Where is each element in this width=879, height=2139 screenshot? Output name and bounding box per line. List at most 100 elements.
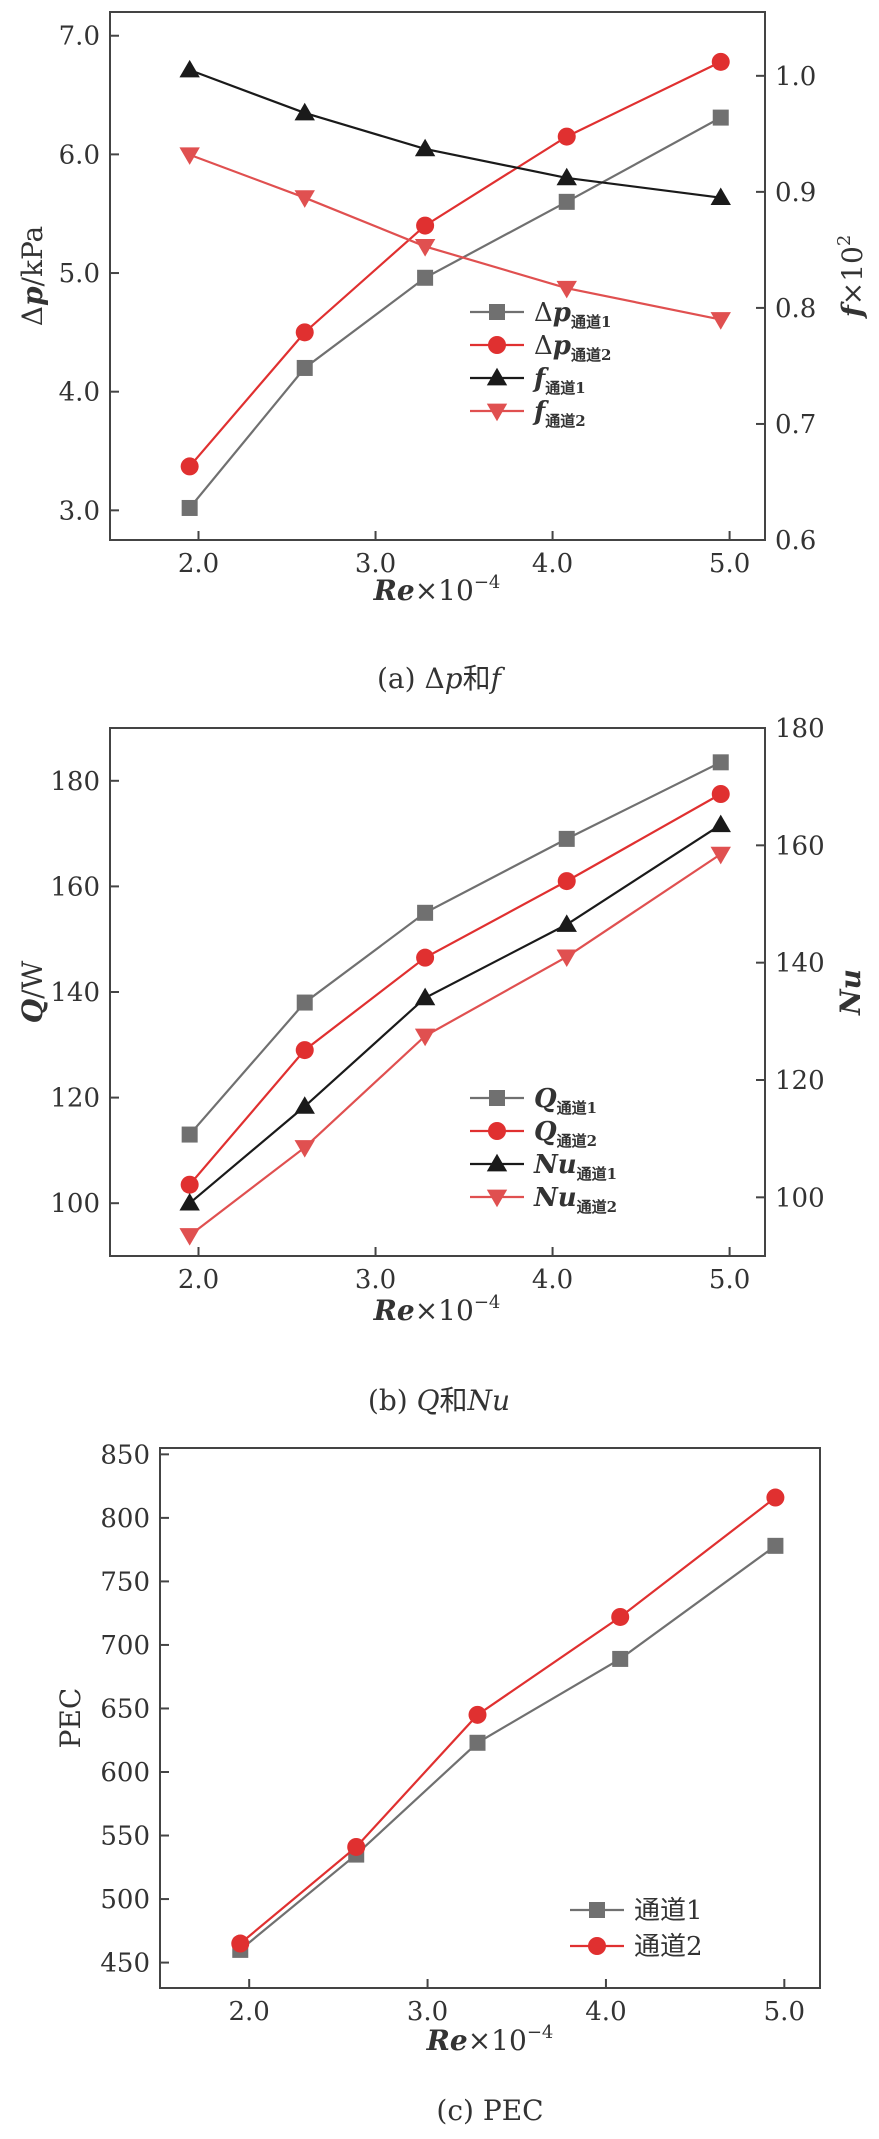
data-point <box>766 1488 785 1507</box>
legend-label: Δp通道2 <box>534 331 611 364</box>
data-point <box>179 1228 200 1246</box>
panel-c-series <box>231 1488 785 1958</box>
x-tick-label: 2.0 <box>229 1997 270 2027</box>
y-tick-label: 850 <box>100 1440 150 1470</box>
y-tick-label: 120 <box>50 1084 100 1114</box>
x-tick-label: 3.0 <box>355 549 396 579</box>
panel-c-caption: (c) PEC <box>436 2094 543 2127</box>
data-point <box>556 167 577 186</box>
panel-b-caption: (b) Q和Nu <box>368 1384 510 1417</box>
y-tick-label: 100 <box>50 1189 100 1219</box>
x-tick-label: 3.0 <box>355 1265 396 1295</box>
x-tick-label: 4.0 <box>532 1265 573 1295</box>
y-tick-label: 650 <box>100 1694 150 1724</box>
data-point <box>558 193 575 210</box>
panel-b-ylabel-left: Q/W <box>16 960 49 1023</box>
legend-marker <box>486 367 508 386</box>
panel-a-ylabel-right: f×102 <box>834 235 869 320</box>
x-tick-label: 2.0 <box>178 549 219 579</box>
legend-label: Q通道1 <box>534 1084 597 1117</box>
panel-c-ylabel: PEC <box>54 1688 87 1749</box>
data-point <box>556 280 577 299</box>
y-right-tick-label: 0.8 <box>775 294 816 324</box>
data-point <box>712 754 729 771</box>
x-tick-label: 3.0 <box>407 1997 448 2027</box>
data-point <box>710 187 731 206</box>
panel-c-xlabel: Re×10−4 <box>426 2022 554 2057</box>
data-point <box>414 987 436 1006</box>
data-point <box>710 312 731 330</box>
data-point <box>414 138 436 157</box>
y-right-tick-label: 0.6 <box>775 526 816 556</box>
data-point <box>179 1193 200 1211</box>
legend-label: f通道2 <box>532 397 586 430</box>
data-point <box>712 109 729 126</box>
data-point <box>611 1607 630 1626</box>
x-tick-label: 5.0 <box>709 1265 750 1295</box>
y-tick-label: 600 <box>100 1758 150 1788</box>
data-point <box>414 1028 436 1047</box>
data-point <box>767 1537 784 1554</box>
data-point <box>294 1140 315 1158</box>
panel-b-series <box>179 754 731 1246</box>
panel-b-ticks: 2.0 3.0 4.0 5.0 100 120 140 160 180 100 120 140 160 1… <box>50 714 824 1295</box>
y-right-tick-label: 140 <box>775 949 825 979</box>
x-tick-label: 5.0 <box>709 549 750 579</box>
panel-a-series <box>179 52 731 516</box>
y-tick-label: 700 <box>100 1631 150 1661</box>
data-point <box>179 147 200 165</box>
legend-marker <box>588 1937 606 1955</box>
y-tick-label: 7.0 <box>59 22 100 52</box>
data-point <box>710 846 731 865</box>
panel-a-caption: (a) Δp和f <box>377 662 506 695</box>
legend-label: Q通道2 <box>534 1117 597 1150</box>
data-point <box>612 1650 629 1667</box>
data-point <box>181 1126 198 1143</box>
data-point <box>416 216 435 235</box>
y-tick-label: 500 <box>100 1885 150 1915</box>
legend-marker <box>488 336 506 354</box>
legend-marker <box>489 1090 505 1106</box>
series-line-3 <box>188 823 722 1205</box>
data-point <box>711 52 730 71</box>
data-point <box>416 948 435 967</box>
panel-a: 2.0 3.0 4.0 5.0 3.0 4.0 5.0 6.0 7.0 0.6 0.7 0.8 0.9 1… <box>16 11 869 695</box>
data-point <box>558 830 575 847</box>
legend-marker <box>488 1122 506 1140</box>
legend-label: Nu通道1 <box>533 1150 617 1183</box>
data-point <box>468 1705 487 1724</box>
data-point <box>180 1175 199 1194</box>
legend-marker <box>486 403 508 422</box>
x-tick-label: 4.0 <box>585 1997 626 2027</box>
panel-a-ticks: 2.0 3.0 4.0 5.0 3.0 4.0 5.0 6.0 7.0 0.6 0.7 0.8 0.9 1… <box>59 22 817 579</box>
y-tick-label: 450 <box>100 1949 150 1979</box>
data-point <box>180 457 199 476</box>
y-tick-label: 550 <box>100 1822 150 1852</box>
series-line-2 <box>188 793 722 1186</box>
series-line-4 <box>189 153 721 321</box>
legend-label: Δp通道1 <box>534 298 611 331</box>
data-point <box>296 994 313 1011</box>
legend-label: f通道1 <box>532 364 586 397</box>
data-point <box>417 904 434 921</box>
data-point <box>556 949 577 967</box>
data-point <box>296 359 313 376</box>
legend-marker <box>589 1902 605 1918</box>
series-line-3 <box>189 68 721 199</box>
panel-a-xlabel: Re×10−4 <box>373 572 501 607</box>
data-point <box>294 1096 315 1114</box>
panel-b-ylabel-right: Nu <box>834 969 867 1016</box>
panel-b-xlabel: Re×10−4 <box>373 1292 501 1327</box>
data-point <box>231 1934 250 1953</box>
data-point <box>417 269 434 286</box>
legend-marker <box>486 1189 508 1208</box>
y-tick-label: 5.0 <box>59 259 100 289</box>
data-point <box>469 1734 486 1751</box>
panel-c-plot-frame <box>159 1447 821 1989</box>
y-right-tick-label: 120 <box>775 1066 825 1096</box>
y-tick-label: 4.0 <box>59 378 100 408</box>
